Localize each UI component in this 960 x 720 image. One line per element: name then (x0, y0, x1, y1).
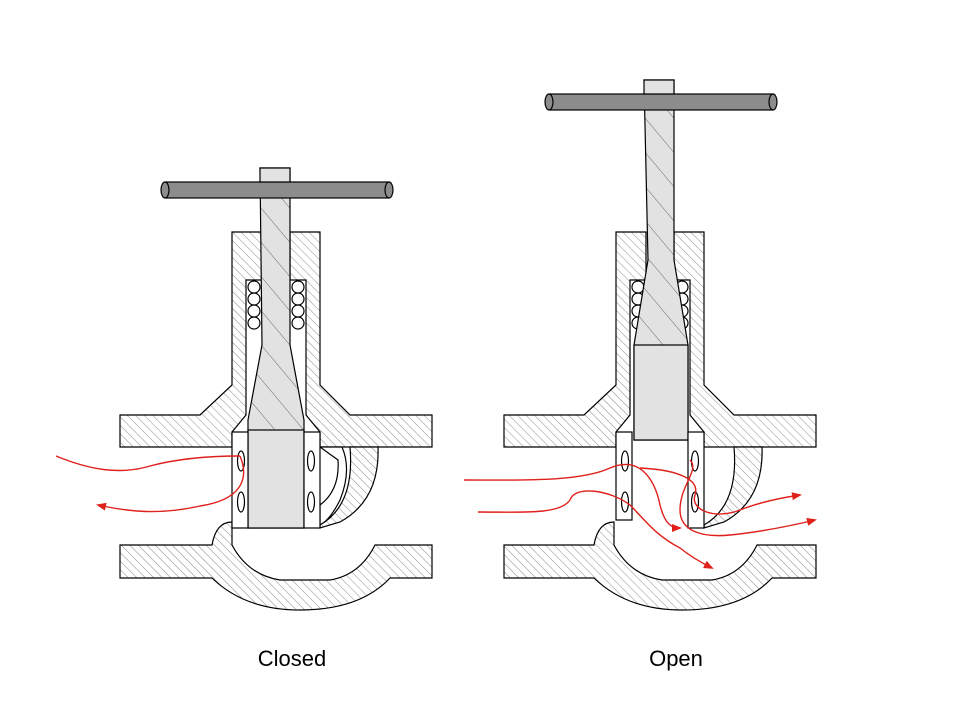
handwheel-end-left-open (544, 93, 554, 111)
side-outlet (318, 446, 348, 526)
cage-ports (236, 450, 316, 513)
open-valve (463, 79, 817, 611)
cage-left (231, 431, 249, 529)
bonnet-flange-open (503, 231, 647, 448)
handwheel-end-right-open (768, 93, 778, 111)
valve-plug (247, 429, 305, 529)
handwheel-end-right (384, 181, 394, 199)
handwheel-end-left (160, 181, 170, 199)
flow-lines-closed (55, 455, 245, 513)
bonnet-flange (119, 231, 263, 448)
flow-lines-open (463, 459, 817, 569)
caption-closed: Closed (257, 646, 327, 671)
bonnet-flange-right (289, 231, 433, 448)
stem-top (259, 167, 291, 183)
closed-valve (55, 167, 433, 611)
packing-rings-left (247, 280, 261, 330)
handwheel-bar-open (548, 93, 774, 111)
cage-ports-open (620, 450, 700, 513)
cage-right (303, 431, 321, 529)
caption-open: Open (649, 646, 703, 671)
bonnet-flange-right-open (673, 231, 817, 448)
outlet-wall (319, 446, 379, 529)
outlet-wall-open (703, 446, 763, 529)
packing-rings-right (291, 280, 305, 330)
handwheel-bar (164, 181, 390, 199)
lower-pipe-body (119, 521, 433, 611)
lower-pipe-body-open (503, 521, 817, 611)
stem-top-open (643, 79, 675, 95)
valve-plug-open (633, 344, 689, 441)
